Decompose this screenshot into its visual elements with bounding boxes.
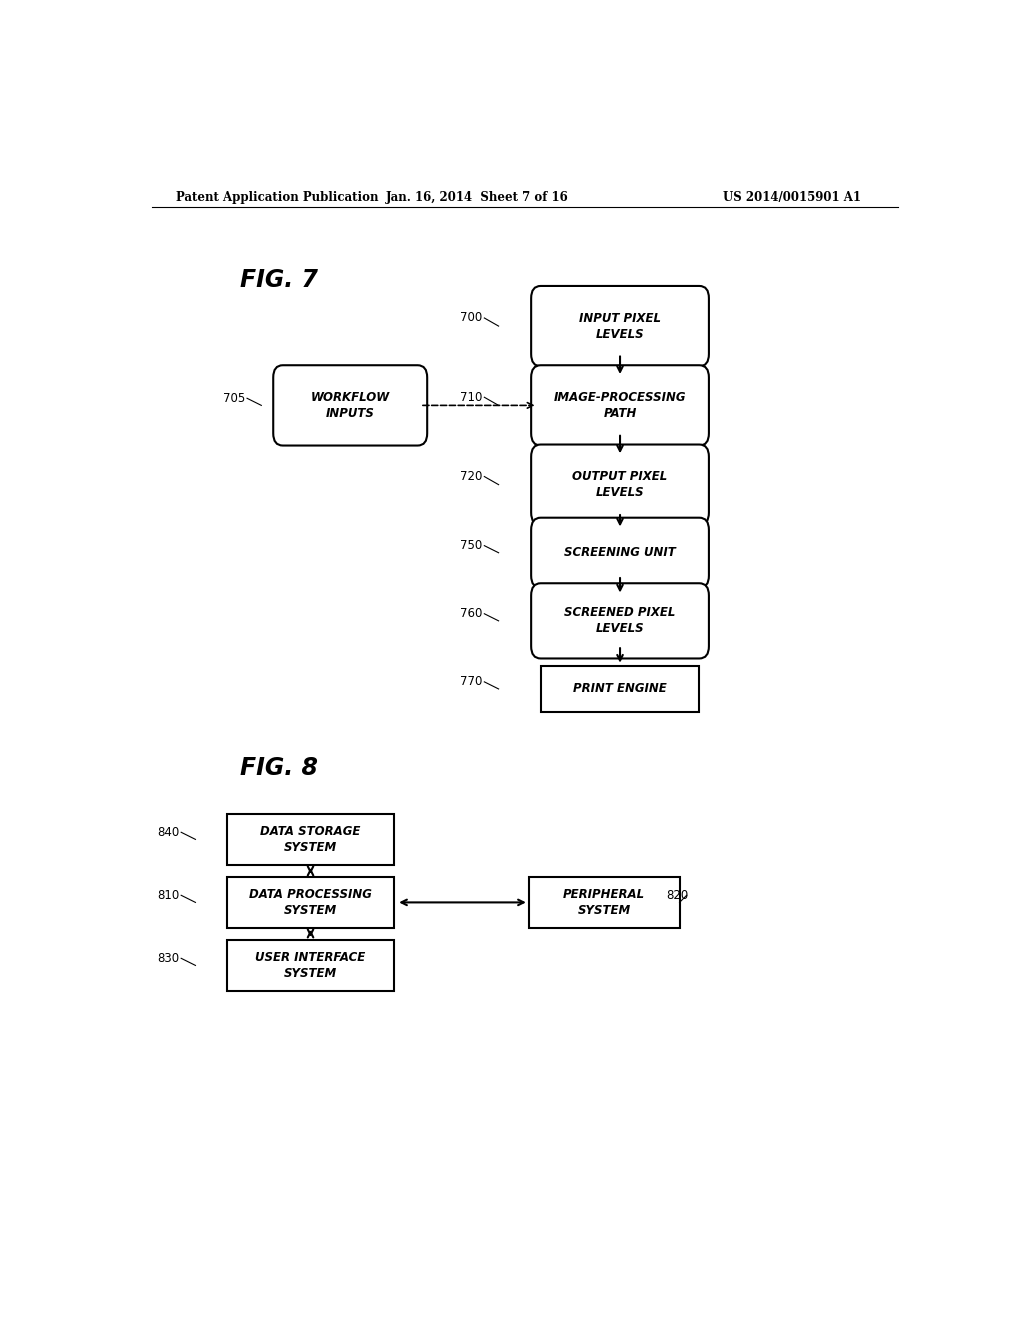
Text: WORKFLOW
INPUTS: WORKFLOW INPUTS: [310, 391, 390, 420]
Text: SCREENED PIXEL
LEVELS: SCREENED PIXEL LEVELS: [564, 606, 676, 635]
Text: USER INTERFACE
SYSTEM: USER INTERFACE SYSTEM: [255, 950, 366, 979]
Text: US 2014/0015901 A1: US 2014/0015901 A1: [723, 190, 861, 203]
Text: IMAGE-PROCESSING
PATH: IMAGE-PROCESSING PATH: [554, 391, 686, 420]
Text: 810: 810: [158, 888, 179, 902]
Text: PRINT ENGINE: PRINT ENGINE: [573, 682, 667, 696]
FancyBboxPatch shape: [273, 366, 427, 446]
Text: FIG. 7: FIG. 7: [240, 268, 317, 292]
Text: OUTPUT PIXEL
LEVELS: OUTPUT PIXEL LEVELS: [572, 470, 668, 499]
FancyBboxPatch shape: [227, 876, 394, 928]
FancyBboxPatch shape: [227, 814, 394, 865]
Text: 840: 840: [158, 826, 179, 838]
Text: 820: 820: [666, 888, 688, 902]
Text: DATA PROCESSING
SYSTEM: DATA PROCESSING SYSTEM: [249, 888, 372, 917]
Text: 770: 770: [461, 676, 482, 688]
Text: Patent Application Publication: Patent Application Publication: [176, 190, 378, 203]
Text: Jan. 16, 2014  Sheet 7 of 16: Jan. 16, 2014 Sheet 7 of 16: [386, 190, 568, 203]
Text: PERIPHERAL
SYSTEM: PERIPHERAL SYSTEM: [563, 888, 645, 917]
FancyBboxPatch shape: [531, 445, 709, 525]
FancyBboxPatch shape: [528, 876, 680, 928]
FancyBboxPatch shape: [531, 286, 709, 366]
FancyBboxPatch shape: [227, 940, 394, 991]
Text: 750: 750: [461, 539, 482, 552]
Text: 700: 700: [461, 312, 482, 325]
Text: SCREENING UNIT: SCREENING UNIT: [564, 546, 676, 560]
Text: FIG. 8: FIG. 8: [240, 756, 317, 780]
Text: 830: 830: [158, 952, 179, 965]
Text: DATA STORAGE
SYSTEM: DATA STORAGE SYSTEM: [260, 825, 360, 854]
Text: 760: 760: [461, 607, 482, 620]
FancyBboxPatch shape: [531, 517, 709, 587]
FancyBboxPatch shape: [541, 667, 699, 711]
FancyBboxPatch shape: [531, 366, 709, 446]
Text: INPUT PIXEL
LEVELS: INPUT PIXEL LEVELS: [579, 312, 662, 341]
FancyBboxPatch shape: [531, 583, 709, 659]
Text: 720: 720: [461, 470, 482, 483]
Text: 710: 710: [461, 391, 482, 404]
Text: 705: 705: [223, 392, 246, 405]
